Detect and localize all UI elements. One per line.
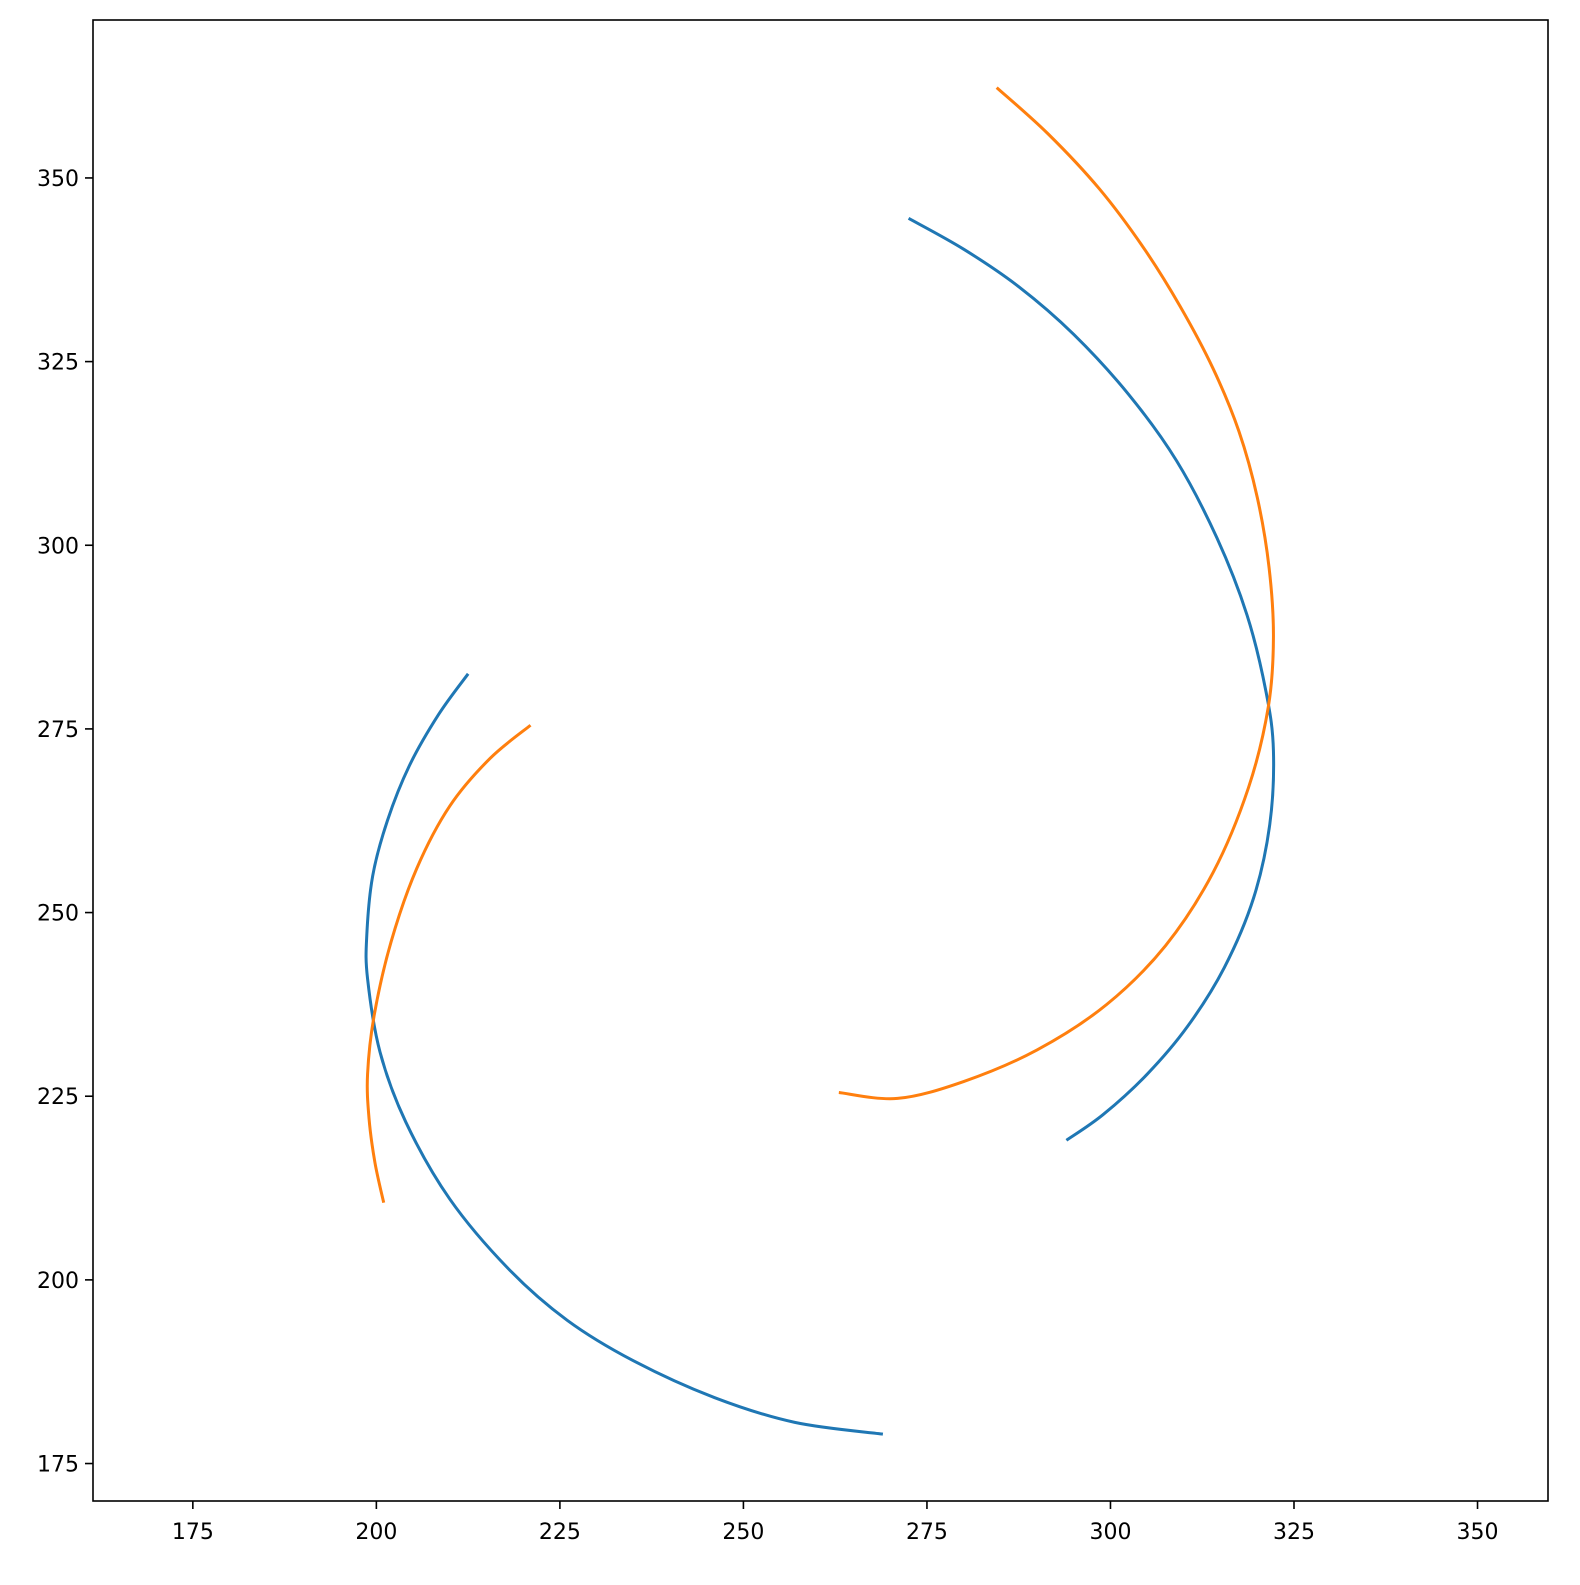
y-axis-ticks: 175 200 225 250 275 300 325 350 (37, 167, 93, 1478)
y-tick-label: 200 (37, 1269, 79, 1294)
series-line-4 (365, 724, 532, 1204)
x-tick-label: 250 (722, 1520, 764, 1545)
plot-frame (92, 19, 1549, 1502)
x-tick-label: 275 (906, 1520, 948, 1545)
x-tick-label: 225 (539, 1520, 581, 1545)
y-tick-label: 275 (37, 718, 79, 743)
x-tick-label: 200 (355, 1520, 397, 1545)
y-tick-label: 225 (37, 1085, 79, 1110)
y-tick-label: 175 (37, 1453, 79, 1478)
series-line-1 (364, 672, 884, 1436)
series-line-3 (838, 86, 1275, 1101)
x-tick-label: 350 (1457, 1520, 1499, 1545)
series-line-2 (907, 217, 1276, 1142)
series-layer (364, 86, 1276, 1436)
y-tick-label: 250 (37, 902, 79, 927)
x-tick-label: 175 (172, 1520, 214, 1545)
plot-background (93, 20, 1548, 1501)
x-tick-label: 325 (1273, 1520, 1315, 1545)
y-tick-label: 300 (37, 534, 79, 559)
x-tick-label: 300 (1089, 1520, 1131, 1545)
y-tick-label: 350 (37, 167, 79, 192)
y-tick-label: 325 (37, 351, 79, 376)
x-axis-ticks: 175 200 225 250 275 300 325 350 (172, 1501, 1499, 1545)
